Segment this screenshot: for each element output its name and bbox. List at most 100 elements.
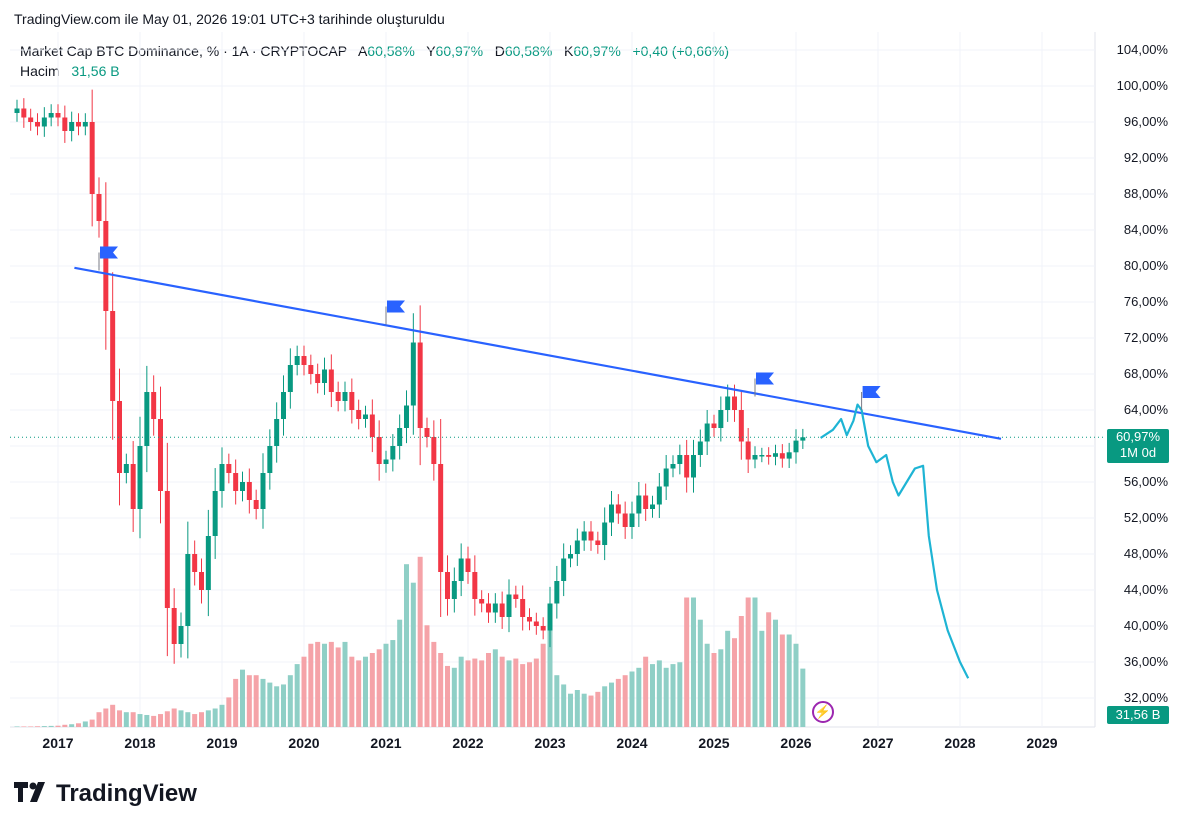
y-tick-label: 80,00% — [1124, 258, 1169, 273]
candle-body — [704, 423, 710, 442]
volume-bar — [397, 619, 403, 727]
volume-bar — [711, 653, 717, 727]
y-tick-label: 88,00% — [1124, 186, 1169, 201]
volume-bar — [342, 641, 348, 727]
low-value: 60,58% — [504, 43, 553, 59]
candle-body — [363, 414, 368, 419]
volume-bar — [547, 628, 553, 727]
candle-body — [267, 446, 273, 473]
volume-label: Hacim — [20, 63, 60, 79]
candle-body — [738, 410, 744, 442]
tradingview-logo-icon — [14, 781, 48, 809]
x-tick-label: 2021 — [370, 735, 401, 751]
last-price-value: 60,97% — [1115, 429, 1161, 444]
candle-body — [588, 531, 594, 541]
volume-bar — [137, 714, 143, 727]
candle-body — [547, 603, 553, 631]
volume-bar — [390, 640, 396, 727]
volume-bar — [21, 726, 27, 727]
volume-bar — [226, 697, 232, 727]
candle-body — [561, 558, 567, 581]
candle-body — [663, 468, 669, 487]
volume-bar — [240, 669, 245, 727]
volume-bar — [246, 675, 252, 727]
volume-bar — [732, 638, 737, 727]
candle-body — [615, 504, 621, 514]
y-tick-label: 40,00% — [1124, 618, 1169, 633]
candle-body — [383, 459, 389, 464]
candle-body — [171, 608, 177, 644]
y-tick-label: 64,00% — [1124, 402, 1169, 417]
volume-bar — [185, 712, 191, 727]
candle-body — [417, 342, 423, 428]
projection-path — [819, 403, 970, 679]
candle-body — [533, 621, 539, 626]
volume-bar — [561, 684, 567, 727]
candle-body — [472, 572, 478, 599]
candle-body — [48, 113, 54, 118]
volume-bar — [766, 612, 772, 727]
y-tick-label: 104,00% — [1117, 42, 1169, 57]
candle-body — [759, 455, 765, 457]
candle-body — [732, 396, 737, 410]
candle-body — [130, 464, 136, 509]
candle-body — [793, 440, 799, 453]
x-tick-label: 2022 — [452, 735, 483, 751]
volume-bar — [219, 704, 225, 727]
candle-body — [595, 540, 601, 545]
volume-bar — [554, 675, 560, 727]
candle-body — [636, 495, 642, 514]
volume-bars — [14, 556, 806, 727]
symbol-name[interactable]: Market Cap BTC Dominance, % · 1A · CRYPT… — [20, 43, 348, 59]
candle-body — [335, 392, 341, 401]
candle-body — [233, 473, 239, 491]
y-tick-label: 32,00% — [1124, 690, 1169, 705]
y-tick-label: 44,00% — [1124, 582, 1169, 597]
volume-bar — [199, 712, 204, 727]
bar-countdown: 1M 0d — [1119, 445, 1157, 460]
volume-bar — [164, 711, 170, 727]
lightning-icon[interactable]: ⚡ — [812, 701, 834, 723]
volume-bar — [670, 664, 676, 727]
volume-bar — [574, 690, 580, 727]
candle-body — [96, 194, 102, 221]
time-axis: 2017 2018 2019 2020 2021 2022 2023 2024 2025 2026… — [42, 735, 1057, 751]
volume-legend[interactable]: Hacim 31,56 B — [20, 63, 120, 79]
volume-bar — [636, 667, 642, 727]
chart-grid — [10, 32, 1096, 728]
volume-bar — [643, 656, 649, 727]
candle-body — [445, 572, 450, 599]
open-value: 60,58% — [367, 43, 415, 59]
volume-bar — [35, 726, 40, 727]
volume-bar — [568, 693, 573, 727]
candle-body — [137, 446, 143, 509]
change-value: +0,40 (+0,66%) — [632, 43, 729, 59]
last-price-badge: 60,97% 1M 0d — [1107, 429, 1169, 463]
volume-bar — [595, 691, 601, 727]
candle-body — [424, 428, 430, 437]
y-tick-label: 52,00% — [1124, 510, 1169, 525]
volume-bar — [697, 619, 703, 727]
volume-bar — [41, 726, 47, 727]
candle-body — [766, 455, 772, 457]
volume-bar — [438, 653, 444, 727]
candle-body — [410, 342, 416, 406]
volume-bar — [383, 643, 389, 727]
volume-bar — [492, 649, 498, 727]
symbol-legend[interactable]: Market Cap BTC Dominance, % · 1A · CRYPT… — [20, 43, 729, 59]
volume-bar — [192, 714, 198, 727]
last-volume-badge: 31,56 B — [1107, 706, 1169, 724]
candle-body — [574, 540, 580, 554]
volume-bar — [527, 662, 532, 727]
candle-body — [41, 117, 47, 127]
volume-bar — [609, 682, 614, 727]
volume-bar — [602, 686, 608, 727]
candle-body — [711, 423, 717, 428]
candle-body — [540, 626, 546, 631]
volume-bar — [445, 665, 450, 727]
y-tick-label: 68,00% — [1124, 366, 1169, 381]
candle-body — [82, 122, 88, 127]
brand-logo[interactable]: TradingView — [14, 780, 197, 809]
candle-body — [301, 356, 307, 365]
